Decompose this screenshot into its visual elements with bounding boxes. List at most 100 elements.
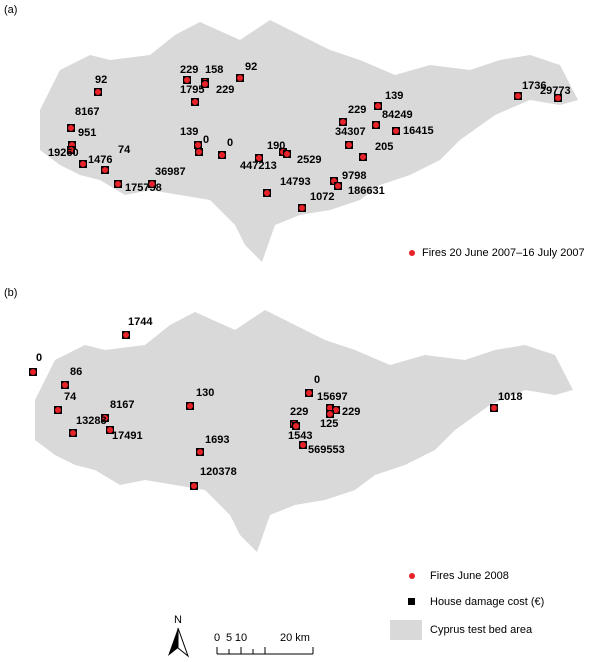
damage-label: 14793: [280, 176, 311, 188]
fire-marker: [123, 332, 129, 338]
panel-label: (a): [4, 4, 17, 16]
damage-label: 447213: [240, 160, 277, 172]
fire-marker: [68, 125, 74, 131]
fire-marker: [327, 411, 333, 417]
fire-marker: [300, 442, 306, 448]
damage-label: 1018: [498, 391, 522, 403]
damage-label: 125: [320, 418, 338, 430]
damage-label: 19260: [48, 147, 79, 159]
fire-marker: [107, 427, 113, 433]
fire-marker: [264, 190, 270, 196]
fire-marker: [62, 382, 68, 388]
fire-marker: [195, 142, 201, 148]
damage-label: 0: [203, 134, 209, 146]
panel-label: (b): [4, 287, 17, 299]
fire-marker: [340, 119, 346, 125]
damage-label: 34307: [335, 126, 366, 138]
fire-marker: [192, 99, 198, 105]
damage-label: 951: [78, 127, 96, 139]
fire-marker: [360, 154, 366, 160]
damage-label: 1543: [288, 430, 312, 442]
damage-label: 2529: [297, 154, 321, 166]
damage-label: 158: [205, 64, 223, 76]
legend-fire-marker: [409, 250, 415, 256]
damage-label: 120378: [200, 466, 237, 478]
fire-marker: [95, 89, 101, 95]
damage-label: 92: [95, 74, 107, 86]
damage-label: 9798: [342, 170, 366, 182]
north-label: N: [174, 614, 182, 626]
fire-marker: [373, 122, 379, 128]
fire-marker: [102, 167, 108, 173]
fire-marker: [284, 151, 290, 157]
damage-label: 139: [385, 90, 403, 102]
fire-marker: [299, 205, 305, 211]
scale-label: 20 km: [280, 632, 310, 644]
damage-label: 8167: [110, 399, 134, 411]
damage-label: 205: [375, 141, 393, 153]
damage-label: 229: [348, 104, 366, 116]
fire-marker: [393, 128, 399, 134]
damage-label: 74: [118, 144, 131, 156]
fire-marker: [333, 407, 339, 413]
fire-marker: [30, 369, 36, 375]
fire-marker: [196, 149, 202, 155]
damage-label: 8167: [75, 106, 99, 118]
damage-label: 0: [36, 352, 42, 364]
fire-marker: [375, 103, 381, 109]
damage-label: 15697: [317, 391, 348, 403]
damage-label: 229: [216, 84, 234, 96]
damage-label: 139: [180, 126, 198, 138]
damage-label: 190: [267, 140, 285, 152]
fire-marker: [555, 95, 561, 101]
legend-area-swatch: [390, 620, 422, 640]
damage-label: 569553: [308, 444, 345, 456]
damage-label: 1072: [310, 191, 334, 203]
damage-label: 13283: [76, 415, 107, 427]
fire-marker: [115, 181, 121, 187]
north-arrow: [177, 627, 190, 658]
fire-marker: [237, 75, 243, 81]
damage-label: 84249: [382, 109, 413, 121]
legend-fire-marker: [409, 573, 415, 579]
north-arrow: [168, 628, 178, 656]
damage-label: 186631: [348, 185, 385, 197]
scale-bar: [216, 647, 314, 655]
damage-label: 92: [245, 61, 257, 73]
damage-label: 1795: [180, 84, 204, 96]
fire-marker: [202, 81, 208, 87]
legend-text: Fires 20 June 2007–16 July 2007: [422, 247, 585, 259]
fire-marker: [149, 181, 155, 187]
scale-label: 10: [235, 632, 247, 644]
damage-label: 16415: [403, 125, 434, 137]
damage-label: 130: [196, 387, 214, 399]
fire-marker: [306, 390, 312, 396]
damage-label: 0: [227, 137, 233, 149]
damage-label: 86: [70, 366, 82, 378]
fire-marker: [102, 415, 108, 421]
fire-marker: [335, 183, 341, 189]
damage-label: 1693: [205, 434, 229, 446]
fire-marker: [80, 161, 86, 167]
fire-marker: [55, 407, 61, 413]
damage-label: 175758: [125, 182, 162, 194]
damage-label: 229: [290, 406, 308, 418]
fire-marker: [197, 449, 203, 455]
fire-marker: [191, 483, 197, 489]
fire-marker: [68, 147, 74, 153]
legend-text: House damage cost (€): [430, 596, 544, 608]
damage-label: 229: [342, 406, 360, 418]
cyprus-area-a: [40, 20, 578, 262]
legend-text: Cyprus test bed area: [430, 624, 533, 636]
scale-label: 0: [214, 632, 220, 644]
damage-label: 1744: [128, 316, 153, 328]
fire-marker: [515, 93, 521, 99]
damage-label: 36987: [155, 166, 186, 178]
fire-marker: [184, 77, 190, 83]
damage-label: 29773: [540, 85, 571, 97]
damage-label: 17491: [112, 430, 143, 442]
fire-marker: [346, 142, 352, 148]
damage-label: 1476: [88, 154, 112, 166]
fire-marker: [187, 403, 193, 409]
scale-label: 5: [226, 632, 232, 644]
